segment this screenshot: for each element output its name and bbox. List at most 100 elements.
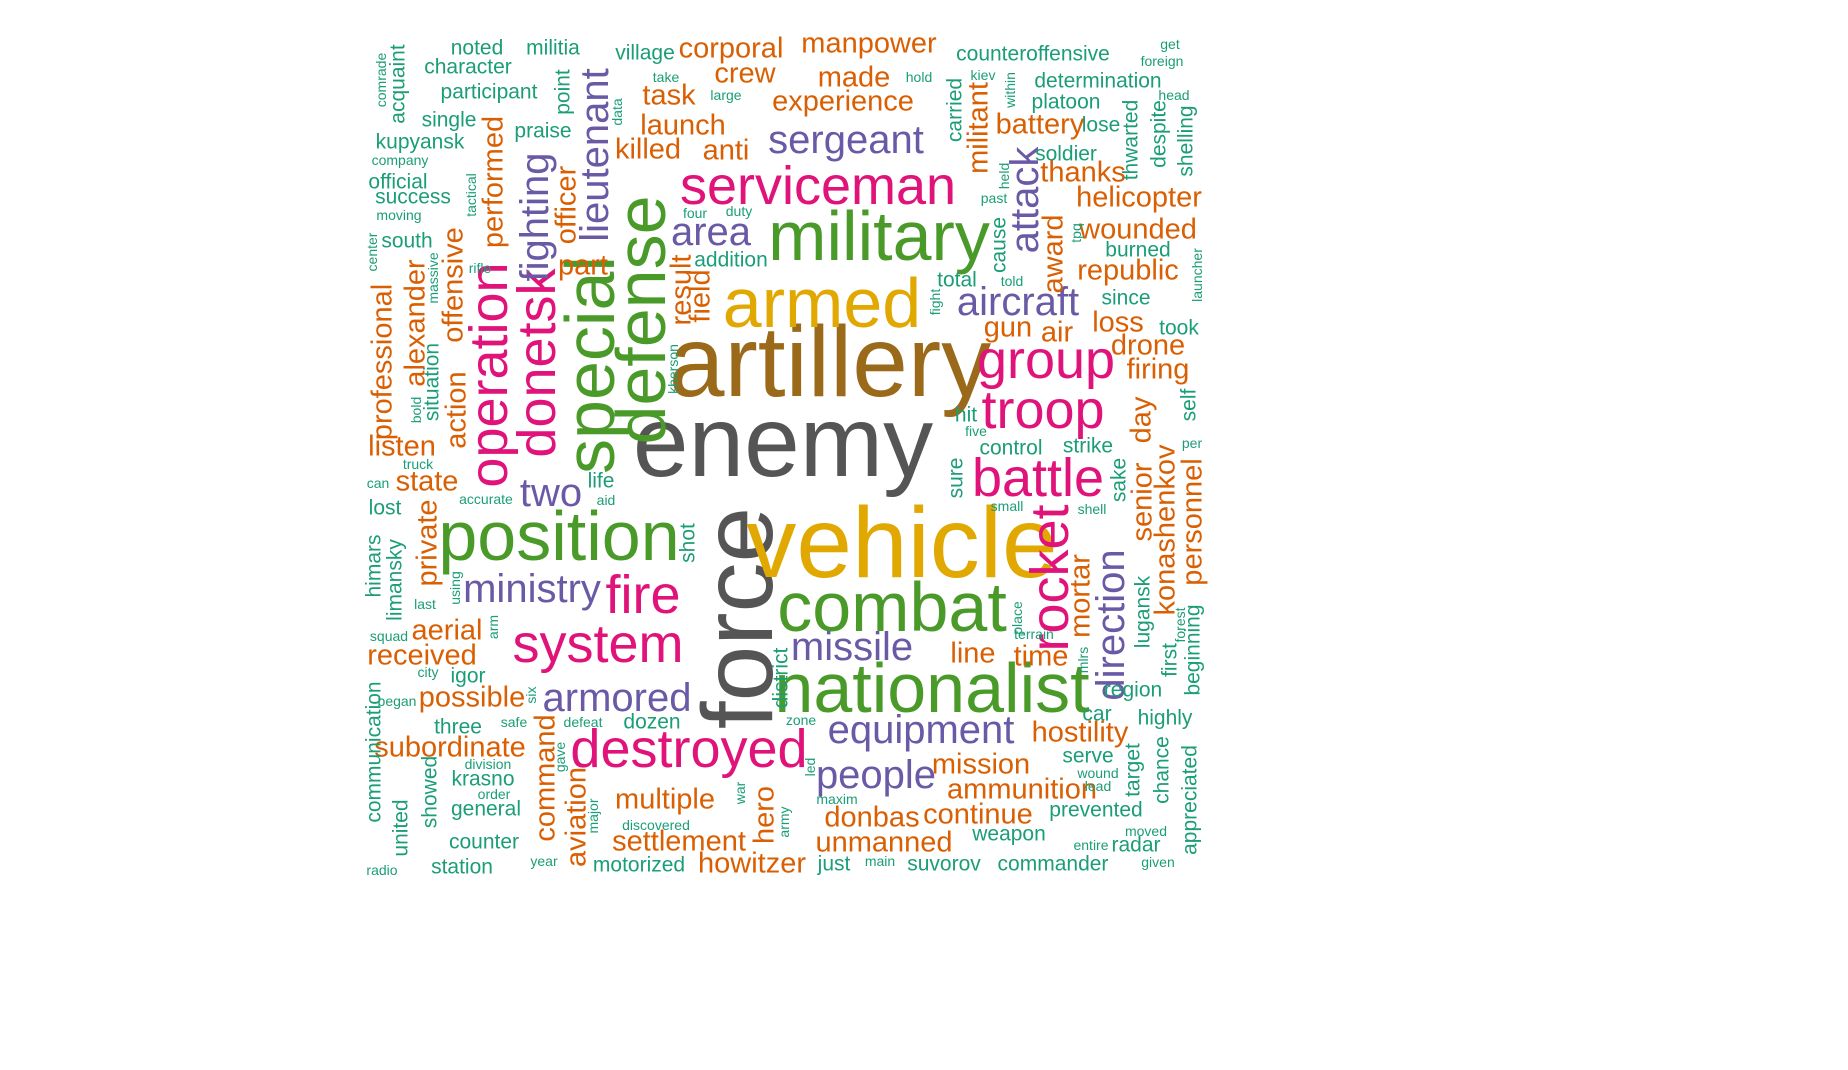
cloud-word-per: per [1181, 435, 1203, 451]
cloud-word-cause: cause [987, 216, 1011, 274]
cloud-word-counter: counter [448, 830, 520, 854]
cloud-word-zone: zone [785, 712, 817, 728]
cloud-word-military: military [768, 197, 990, 275]
cloud-word-character: character [424, 55, 512, 79]
cloud-word-republic: republic [1077, 254, 1179, 287]
cloud-word-self: self [1177, 388, 1201, 422]
cloud-word-praise: praise [514, 119, 572, 143]
cloud-word-manpower: manpower [801, 27, 937, 60]
cloud-word-since: since [1101, 286, 1151, 310]
cloud-word-small: small [990, 498, 1024, 514]
cloud-word-held: held [996, 162, 1012, 190]
cloud-word-district: district [769, 647, 793, 709]
cloud-word-official: official [368, 170, 428, 194]
cloud-word-donbas: donbas [824, 801, 920, 834]
cloud-word-tactical: tactical [463, 173, 479, 217]
cloud-word-safe: safe [500, 714, 528, 730]
cloud-word-thanks: thanks [1040, 156, 1126, 189]
cloud-word-data: data [609, 98, 625, 126]
cloud-word-hold: hold [905, 69, 933, 85]
cloud-word-fighting: fighting [513, 152, 557, 282]
cloud-word-two: two [519, 471, 583, 515]
cloud-word-car: car [1082, 702, 1112, 726]
cloud-word-division: division [464, 756, 512, 772]
cloud-word-given: given [1141, 854, 1175, 870]
cloud-word-lose: lose [1081, 113, 1121, 137]
cloud-word-helicopter: helicopter [1076, 181, 1202, 214]
cloud-word-participant: participant [440, 80, 538, 104]
cloud-word-three: three [434, 715, 482, 739]
cloud-word-howitzer: howitzer [698, 847, 806, 880]
cloud-word-bold: bold [408, 396, 424, 424]
cloud-word-limansky: limansky [383, 539, 407, 621]
cloud-word-wounded: wounded [1079, 213, 1197, 246]
cloud-word-himars: himars [362, 534, 386, 598]
cloud-word-just: just [817, 852, 851, 876]
cloud-word-acquaint: acquaint [386, 44, 410, 124]
cloud-word-igor: igor [450, 664, 486, 688]
cloud-word-launcher: launcher [1189, 248, 1205, 302]
cloud-word-private: private [411, 499, 444, 587]
cloud-word-burned: burned [1105, 238, 1171, 262]
cloud-word-officer: officer [550, 165, 583, 245]
cloud-word-counteroffensive: counteroffensive [956, 42, 1110, 66]
cloud-word-aircraft: aircraft [956, 280, 1080, 324]
cloud-word-area: area [670, 210, 752, 254]
cloud-word-personnel: personnel [1176, 458, 1209, 586]
cloud-word-militant: militant [962, 82, 995, 174]
cloud-word-massive: massive [425, 252, 441, 304]
cloud-word-equipment: equipment [827, 708, 1015, 752]
cloud-word-kherson: kherson [665, 344, 681, 394]
cloud-word-maxim: maxim [816, 791, 858, 807]
cloud-word-addition: addition [694, 248, 768, 272]
cloud-word-moved: moved [1124, 823, 1168, 839]
cloud-word-center: center [364, 232, 380, 272]
cloud-word-kupyansk: kupyansk [375, 130, 465, 154]
cloud-word-defeat: defeat [563, 714, 603, 730]
cloud-word-missile: missile [790, 625, 914, 669]
cloud-word-command: command [529, 714, 562, 842]
cloud-word-five: five [965, 423, 987, 439]
cloud-word-line: line [950, 637, 996, 670]
cloud-word-duty: duty [725, 203, 753, 219]
cloud-word-took: took [1159, 316, 1199, 340]
cloud-word-armed: armed [722, 264, 922, 342]
cloud-word-destroyed: destroyed [570, 719, 808, 779]
cloud-word-head: head [1158, 87, 1190, 103]
cloud-word-south: south [381, 229, 433, 253]
cloud-word-hit: hit [954, 403, 978, 427]
cloud-word-can: can [366, 475, 390, 491]
cloud-word-main: main [864, 853, 896, 869]
cloud-word-suvorov: suvorov [907, 852, 981, 876]
cloud-word-appreciated: appreciated [1178, 745, 1202, 855]
cloud-word-last: last [414, 596, 436, 612]
cloud-word-system: system [512, 614, 684, 674]
cloud-word-donetsk: donetsk [507, 268, 567, 458]
cloud-word-past: past [980, 190, 1008, 206]
cloud-word-city: city [417, 664, 439, 680]
cloud-word-ministry: ministry [463, 567, 601, 611]
cloud-word-prevented: prevented [1049, 798, 1143, 822]
cloud-word-hostility: hostility [1031, 716, 1129, 749]
cloud-word-air: air [1040, 316, 1074, 349]
cloud-word-beginning: beginning [1181, 604, 1205, 696]
cloud-word-artillery: artillery [668, 306, 992, 418]
cloud-word-total: total [937, 268, 977, 292]
cloud-word-discovered: discovered [622, 817, 690, 833]
cloud-word-group: group [976, 330, 1116, 390]
cloud-word-drone: drone [1110, 329, 1186, 362]
cloud-word-radar: radar [1111, 833, 1161, 857]
cloud-word-fire: fire [605, 565, 681, 625]
cloud-word-major: major [585, 798, 601, 834]
cloud-word-carried: carried [943, 77, 967, 143]
cloud-word-corporal: corporal [678, 32, 784, 65]
cloud-word-armored: armored [542, 676, 692, 720]
cloud-word-began: began [377, 693, 417, 709]
cloud-word-motorized: motorized [592, 853, 686, 877]
cloud-word-rifle: rifle [468, 260, 492, 276]
cloud-word-lead: lead [1084, 778, 1112, 794]
cloud-word-shell: shell [1077, 501, 1107, 517]
cloud-word-professional: professional [366, 283, 399, 441]
cloud-word-four: four [682, 205, 708, 221]
